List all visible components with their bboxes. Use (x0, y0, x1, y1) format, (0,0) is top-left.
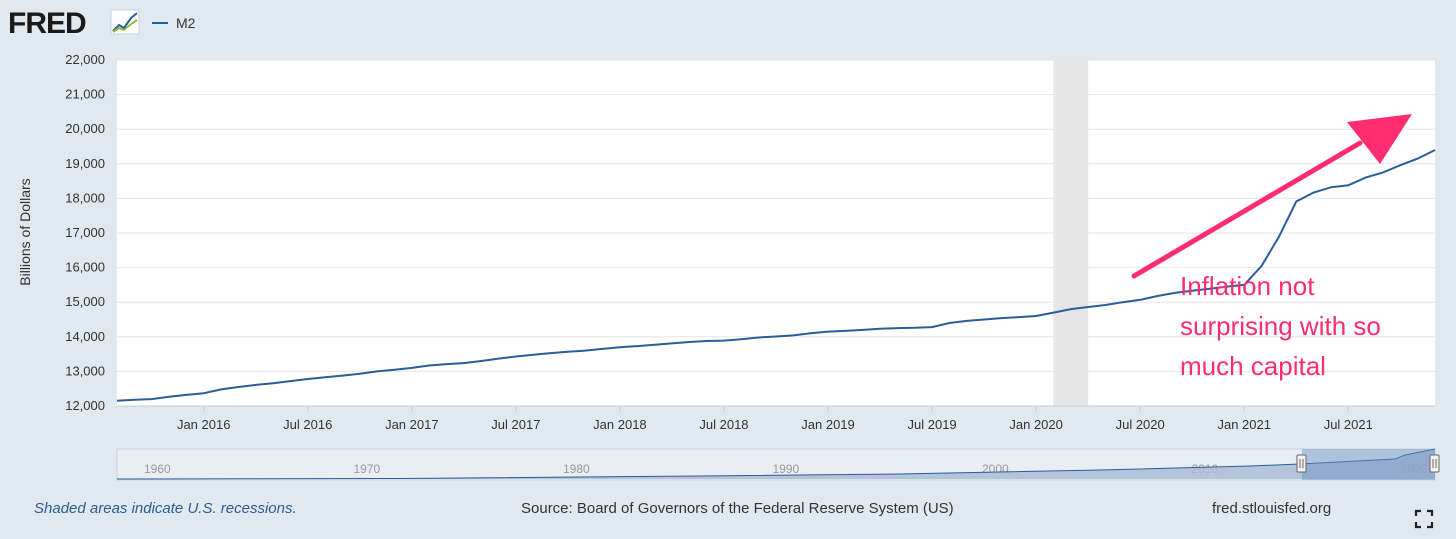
annotation-line-3: much capital (1180, 351, 1326, 381)
legend-label[interactable]: M2 (176, 15, 196, 31)
x-tick-label: Jan 2017 (385, 417, 439, 432)
x-tick-label: Jan 2018 (593, 417, 647, 432)
annotation-arrow (1131, 114, 1412, 279)
navigator-year-label: 1960 (144, 462, 171, 476)
source-note: Source: Board of Governors of the Federa… (521, 500, 954, 517)
y-axis-title: Billions of Dollars (17, 178, 33, 285)
x-axis: Jan 2016 Jul 2016 Jan 2017 Jul 2017 Jan 2018… (117, 405, 1435, 432)
y-tick-label: 16,000 (65, 260, 105, 275)
x-tick-label: Jul 2020 (1116, 417, 1165, 432)
recession-note: Shaded areas indicate U.S. recessions. (34, 500, 297, 517)
x-tick-label: Jan 2016 (177, 417, 231, 432)
fullscreen-icon[interactable] (1414, 509, 1434, 529)
navigator-handle-left[interactable] (1296, 454, 1307, 473)
navigator-year-label: 1990 (773, 462, 800, 476)
y-axis: 12,000 13,000 14,000 15,000 16,000 17,000 18,0… (65, 52, 105, 413)
fred-url-link[interactable]: fred.stlouisfed.org (1212, 500, 1332, 517)
navigator-area (117, 449, 1435, 479)
y-tick-label: 21,000 (65, 87, 105, 102)
x-tick-label: Jan 2019 (801, 417, 855, 432)
y-tick-label: 18,000 (65, 190, 105, 205)
y-tick-label: 17,000 (65, 225, 105, 240)
y-tick-label: 14,000 (65, 329, 105, 344)
navigator-year-label: 1980 (563, 462, 590, 476)
navigator-selection[interactable] (1302, 449, 1435, 480)
annotation-line-2: surprising with so (1180, 311, 1381, 341)
x-tick-label: Jul 2016 (283, 417, 332, 432)
range-navigator[interactable]: 1960197019801990200020102020 (116, 448, 1440, 481)
y-tick-label: 13,000 (65, 363, 105, 378)
x-tick-label: Jul 2019 (908, 417, 957, 432)
navigator-handle-right[interactable] (1429, 454, 1440, 473)
x-tick-label: Jul 2017 (491, 417, 540, 432)
fred-logo[interactable]: FRED (8, 7, 87, 40)
y-tick-label: 22,000 (65, 52, 105, 67)
x-tick-label: Jan 2020 (1009, 417, 1063, 432)
x-tick-label: Jul 2018 (699, 417, 748, 432)
y-tick-label: 15,000 (65, 294, 105, 309)
navigator-line (116, 448, 1436, 480)
x-tick-label: Jan 2021 (1217, 417, 1271, 432)
y-tick-label: 20,000 (65, 121, 105, 136)
series-line-m2[interactable] (116, 149, 1436, 402)
navigator-year-label: 1970 (354, 462, 381, 476)
y-tick-label: 12,000 (65, 398, 105, 413)
fred-logo-graph-icon (110, 9, 140, 35)
y-tick-label: 19,000 (65, 156, 105, 171)
annotation-line-1: Inflation not (1180, 271, 1315, 301)
x-tick-label: Jul 2021 (1324, 417, 1373, 432)
